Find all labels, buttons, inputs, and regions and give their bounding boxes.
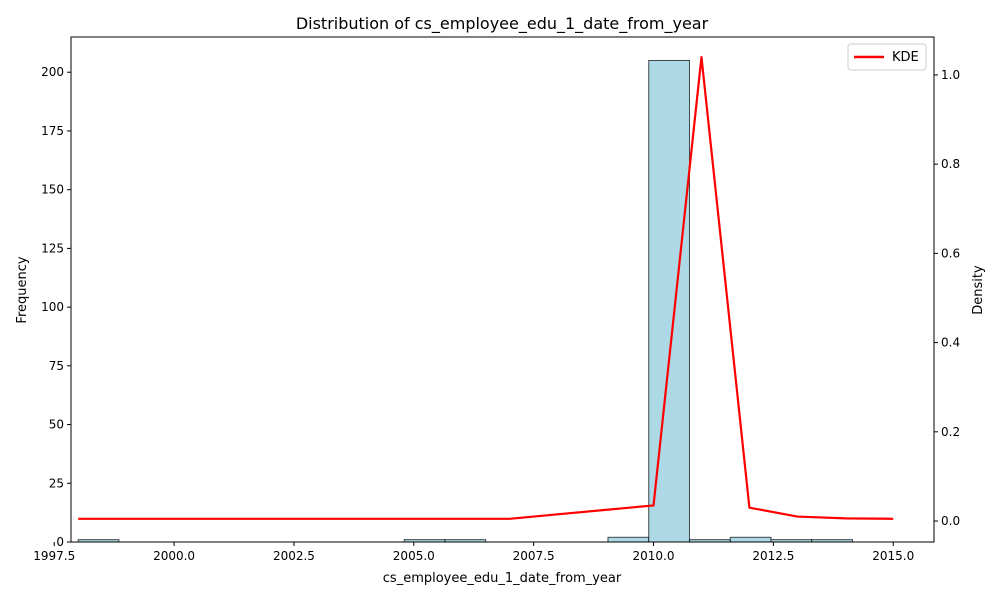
legend: KDE <box>847 43 927 71</box>
x-axis-label: cs_employee_edu_1_date_from_year <box>383 571 622 586</box>
y2-axis-label: Density <box>971 265 986 315</box>
y-axis-label: Frequency <box>15 256 30 323</box>
y-tick-label: 0 <box>56 535 64 549</box>
y2-tick-label: 0.8 <box>941 157 960 171</box>
x-tick-label: 1997.5 <box>33 549 75 563</box>
x-tick-label: 2007.5 <box>513 549 555 563</box>
x-tick-label: 2012.5 <box>752 549 794 563</box>
y2-tick-label: 1.0 <box>941 68 960 82</box>
y-tick-label: 100 <box>41 300 64 314</box>
y-tick-label: 175 <box>41 124 64 138</box>
histogram-bar <box>648 59 690 543</box>
kde-line <box>78 55 894 520</box>
histogram-bar <box>729 536 772 543</box>
x-tick-label: 2002.5 <box>273 549 315 563</box>
x-tick-label: 2000.0 <box>153 549 195 563</box>
kde-series <box>78 55 894 520</box>
y2-tick-label: 0.4 <box>941 336 960 350</box>
y-tick-label: 25 <box>49 476 64 490</box>
chart-title: Distribution of cs_employee_edu_1_date_f… <box>296 14 709 34</box>
y2-tick-label: 0.0 <box>941 514 960 528</box>
y-tick-label: 75 <box>49 359 64 373</box>
y2-tick-label: 0.2 <box>941 425 960 439</box>
y-tick-label: 150 <box>41 183 64 197</box>
plot-frame <box>70 36 935 543</box>
histogram-bar <box>607 536 650 543</box>
y-tick-label: 50 <box>49 418 64 432</box>
x-tick-label: 2005.0 <box>393 549 435 563</box>
axes: 1997.5 2000.0 2002.5 2005.0 2007.5 2010.0 2012… <box>33 36 960 563</box>
legend-box <box>847 43 927 71</box>
legend-label-kde: KDE <box>892 50 919 65</box>
x-tick-label: 2015.0 <box>872 549 914 563</box>
y-tick-label: 200 <box>41 65 64 79</box>
y2-tick-label: 0.6 <box>941 246 960 260</box>
x-tick-label: 2010.0 <box>633 549 675 563</box>
y-tick-label: 125 <box>41 241 64 255</box>
histogram-bars <box>77 59 853 543</box>
